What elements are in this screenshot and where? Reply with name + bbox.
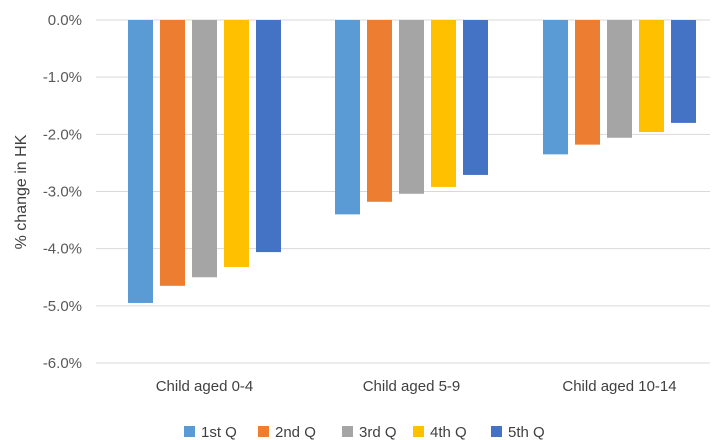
legend: 1st Q 2nd Q 3rd Q 4th Q 5th Q [184, 424, 545, 440]
legend-entry: 4th Q [413, 424, 467, 440]
legend-swatch [258, 426, 269, 437]
bar [367, 20, 392, 202]
bar [224, 20, 249, 267]
bar [671, 20, 696, 123]
legend-label: 5th Q [508, 424, 545, 440]
legend-entry: 1st Q [184, 424, 237, 440]
bar [575, 20, 600, 145]
y-tick-label: -3.0% [43, 184, 82, 201]
legend-swatch [413, 426, 424, 437]
legend-label: 1st Q [201, 424, 237, 440]
legend-label: 3rd Q [359, 424, 397, 440]
y-tick-label: -6.0% [43, 355, 82, 372]
bar [335, 20, 360, 215]
bars [128, 20, 696, 303]
bar [256, 20, 281, 253]
legend-label: 4th Q [430, 424, 467, 440]
y-axis-ticks: 0.0% -1.0% -2.0% -3.0% -4.0% -5.0% -6.0% [43, 12, 82, 372]
y-tick-label: -5.0% [43, 298, 82, 315]
legend-entry: 2nd Q [258, 424, 316, 440]
y-tick-label: -4.0% [43, 241, 82, 258]
bar [160, 20, 185, 286]
bar [399, 20, 424, 194]
y-tick-label: 0.0% [48, 12, 82, 29]
x-axis-categories: Child aged 0-4 Child aged 5-9 Child aged 1… [156, 378, 677, 395]
legend-swatch [184, 426, 195, 437]
legend-label: 2nd Q [275, 424, 316, 440]
bar [543, 20, 568, 155]
legend-entry: 3rd Q [342, 424, 397, 440]
legend-swatch [342, 426, 353, 437]
y-tick-label: -2.0% [43, 126, 82, 143]
y-tick-label: -1.0% [43, 69, 82, 86]
bar [192, 20, 217, 278]
bar [128, 20, 153, 303]
bar [431, 20, 456, 187]
bar [639, 20, 664, 133]
x-category-label: Child aged 0-4 [156, 378, 254, 395]
bar [463, 20, 488, 175]
x-category-label: Child aged 5-9 [363, 378, 461, 395]
bar [607, 20, 632, 138]
x-category-label: Child aged 10-14 [562, 378, 676, 395]
legend-swatch [491, 426, 502, 437]
y-axis-label: % change in HK [13, 134, 30, 249]
legend-entry: 5th Q [491, 424, 545, 440]
